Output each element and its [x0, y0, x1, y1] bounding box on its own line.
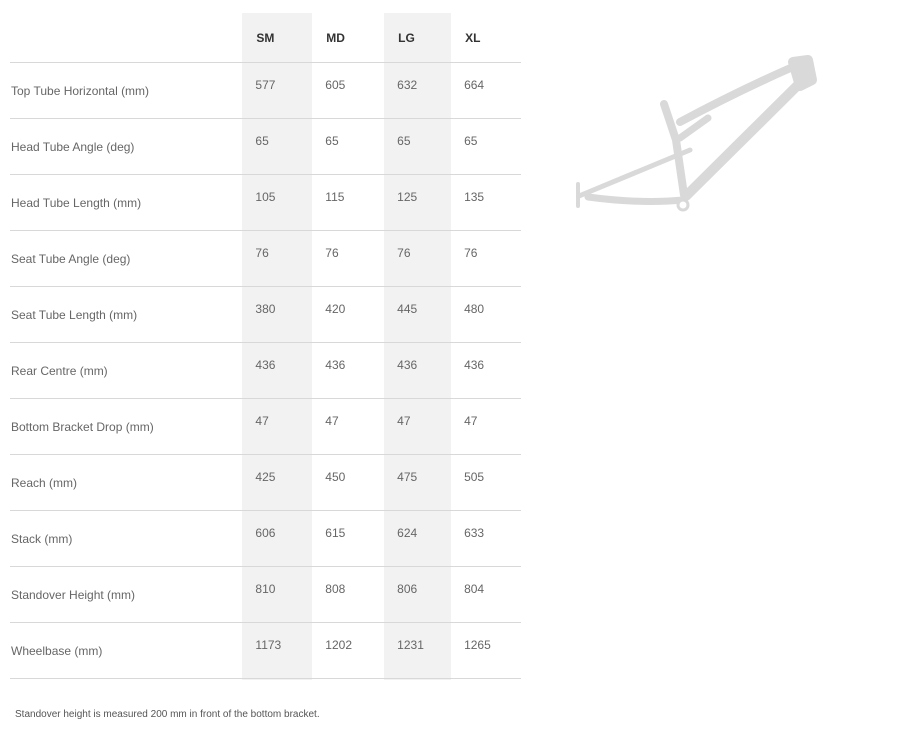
row-value-lg: 65 [384, 118, 452, 175]
row-value-lg: 632 [384, 62, 452, 119]
row-value-lg: 436 [384, 342, 452, 399]
row-value-sm: 577 [242, 62, 313, 119]
seat-tube [660, 100, 688, 199]
table-row: Seat Tube Angle (deg) 76 76 76 76 [10, 230, 521, 287]
row-value-xl: 804 [451, 566, 521, 623]
row-value-md: 808 [312, 566, 385, 623]
table-row: Bottom Bracket Drop (mm) 47 47 47 47 [10, 398, 521, 455]
row-label: Reach (mm) [10, 454, 243, 511]
row-value-xl: 480 [451, 286, 521, 343]
table-row: Rear Centre (mm) 436 436 436 436 [10, 342, 521, 399]
seat-stay [576, 147, 693, 199]
row-value-md: 420 [312, 286, 385, 343]
row-value-md: 450 [312, 454, 385, 511]
row-value-xl: 664 [451, 62, 521, 119]
header-xl: XL [465, 30, 481, 45]
row-label: Top Tube Horizontal (mm) [10, 62, 243, 119]
row-label: Standover Height (mm) [10, 566, 243, 623]
table-row: Head Tube Angle (deg) 65 65 65 65 [10, 118, 521, 175]
row-value-lg: 47 [384, 398, 452, 455]
row-value-sm: 105 [242, 174, 313, 231]
geometry-table: SM MD LG XL Top Tube Horizontal (mm) 577 6… [10, 13, 521, 679]
down-tube [681, 75, 808, 201]
row-label: Head Tube Angle (deg) [10, 118, 243, 175]
row-label: Stack (mm) [10, 510, 243, 567]
table-row: Seat Tube Length (mm) 380 420 445 480 [10, 286, 521, 343]
row-label: Bottom Bracket Drop (mm) [10, 398, 243, 455]
row-value-sm: 606 [242, 510, 313, 567]
row-value-sm: 436 [242, 342, 313, 399]
header-sm: SM [256, 30, 275, 45]
footnote: Standover height is measured 200 mm in f… [15, 709, 320, 720]
row-value-xl: 135 [451, 174, 521, 231]
row-label: Seat Tube Length (mm) [10, 286, 243, 343]
top-tube [676, 62, 799, 126]
shock [676, 114, 712, 142]
table-row: Standover Height (mm) 810 808 806 804 [10, 566, 521, 623]
row-label: Head Tube Length (mm) [10, 174, 243, 231]
row-value-sm: 65 [242, 118, 313, 175]
row-value-sm: 1173 [242, 622, 313, 679]
row-value-lg: 445 [384, 286, 452, 343]
row-value-lg: 76 [384, 230, 452, 287]
bottom-bracket [676, 198, 690, 212]
row-value-lg: 475 [384, 454, 452, 511]
row-value-md: 615 [312, 510, 385, 567]
row-value-md: 47 [312, 398, 385, 455]
row-value-md: 65 [312, 118, 385, 175]
row-label: Rear Centre (mm) [10, 342, 243, 399]
row-value-xl: 505 [451, 454, 521, 511]
row-value-lg: 125 [384, 174, 452, 231]
row-value-lg: 806 [384, 566, 452, 623]
row-value-lg: 624 [384, 510, 452, 567]
row-value-md: 1202 [312, 622, 385, 679]
row-value-sm: 425 [242, 454, 313, 511]
row-label: Wheelbase (mm) [10, 622, 243, 679]
header-row: SM MD LG XL [10, 13, 521, 63]
row-value-md: 605 [312, 62, 385, 119]
table-row: Stack (mm) 606 615 624 633 [10, 510, 521, 567]
header-lg: LG [398, 30, 415, 45]
row-value-sm: 380 [242, 286, 313, 343]
table-row: Top Tube Horizontal (mm) 577 605 632 664 [10, 62, 521, 119]
chainstay [584, 193, 687, 205]
table-row: Reach (mm) 425 450 475 505 [10, 454, 521, 511]
table-row: Wheelbase (mm) 1173 1202 1231 1265 [10, 622, 521, 679]
row-value-xl: 1265 [451, 622, 521, 679]
row-value-lg: 1231 [384, 622, 452, 679]
row-value-sm: 810 [242, 566, 313, 623]
table-row: Head Tube Length (mm) 105 115 125 135 [10, 174, 521, 231]
row-label: Seat Tube Angle (deg) [10, 230, 243, 287]
header-md: MD [326, 30, 345, 45]
row-value-md: 76 [312, 230, 385, 287]
row-value-xl: 65 [451, 118, 521, 175]
row-value-sm: 76 [242, 230, 313, 287]
row-value-xl: 633 [451, 510, 521, 567]
row-value-sm: 47 [242, 398, 313, 455]
row-value-xl: 436 [451, 342, 521, 399]
row-value-md: 115 [312, 174, 385, 231]
row-value-xl: 76 [451, 230, 521, 287]
head-tube [788, 55, 817, 91]
row-value-xl: 47 [451, 398, 521, 455]
row-value-md: 436 [312, 342, 385, 399]
